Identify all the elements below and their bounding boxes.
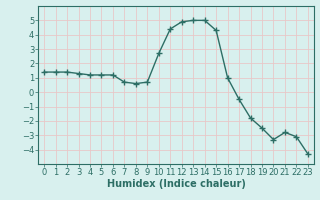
X-axis label: Humidex (Indice chaleur): Humidex (Indice chaleur) (107, 179, 245, 189)
